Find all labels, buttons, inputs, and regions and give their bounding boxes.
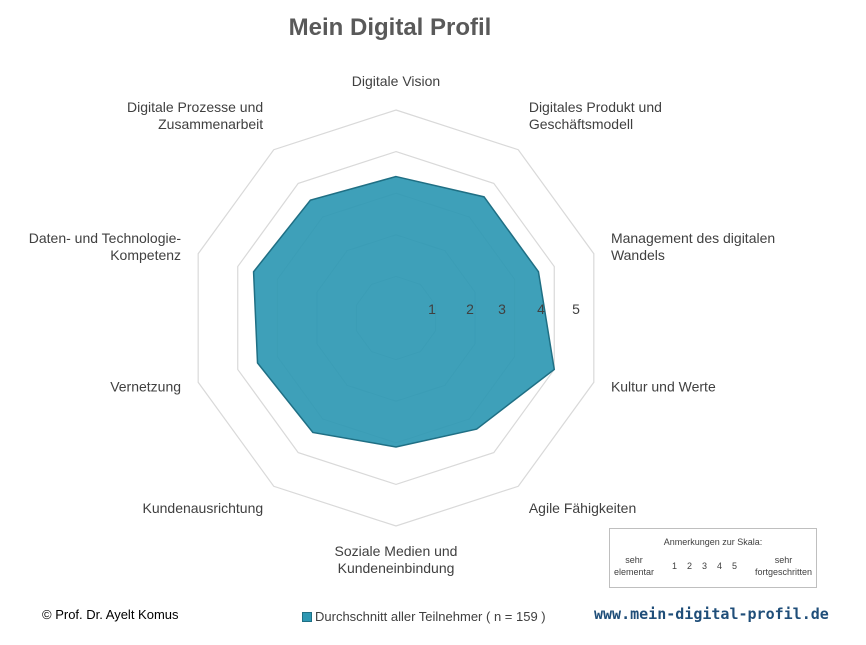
axis-label-line: Vernetzung <box>110 378 181 394</box>
radial-tick-label: 3 <box>498 301 506 317</box>
grid-ring <box>197 109 595 527</box>
axis-label: Vernetzung <box>110 378 181 394</box>
grid-ring <box>237 150 555 486</box>
chart-title: Mein Digital Profil <box>288 14 492 41</box>
radial-tick-label: 4 <box>537 301 545 317</box>
axis-label: Management des digitalen Wandels <box>611 230 775 263</box>
scale-note-low-line2: elementar <box>614 567 655 577</box>
scale-note-number: 2 <box>686 561 692 571</box>
scale-note-numbers: 1 2 3 4 5 <box>672 561 737 571</box>
legend-swatch <box>302 611 312 622</box>
axis-label: Digitales Produkt und Geschäftsmodell <box>529 99 662 132</box>
axis-labels: Digitale Vision Digitales Produkt und Gesc… <box>29 73 775 576</box>
series-area <box>252 175 556 448</box>
axis-label: Daten- und Technologie-Kompetenz <box>29 230 182 263</box>
website-link[interactable]: www.mein-digital-profil.de <box>594 605 829 623</box>
scale-note-high-line2: fortgeschritten <box>754 567 812 577</box>
scale-note-low-line1: sehr <box>625 555 643 565</box>
scale-note-number: 3 <box>701 561 707 571</box>
axis-label: Kultur und Werte <box>611 378 716 394</box>
scale-note-high-line1: sehr <box>774 555 793 565</box>
scale-note-low: sehr elementar <box>614 554 654 578</box>
axis-label: Digitale Prozesse und Zusammenarbeit <box>127 99 263 132</box>
axis-label-line: Digitale Prozesse und <box>127 99 263 115</box>
axis-label-line: Wandels <box>611 247 665 263</box>
axis-label-line: Soziale Medien und <box>335 543 458 559</box>
scale-note-number: 4 <box>717 561 723 571</box>
axis-label: Agile Fähigkeiten <box>529 500 636 516</box>
axis-label-line: Kundeneinbindung <box>338 560 455 576</box>
legend-label: Durchschnitt aller Teilnehmer ( n = 159 … <box>315 609 546 624</box>
radial-tick-label: 1 <box>428 301 436 317</box>
scale-note-row: sehr elementar 1 2 3 4 5 sehr fortgeschr… <box>610 554 816 578</box>
axis-label-line: Agile Fähigkeiten <box>529 500 636 516</box>
copyright: © Prof. Dr. Ayelt Komus <box>42 607 179 622</box>
radar-series <box>252 175 556 448</box>
axis-label-line: Management des digitalen <box>611 230 775 246</box>
axis-label-line: Zusammenarbeit <box>158 116 263 132</box>
scale-note-high: sehr fortgeschritten <box>755 554 812 578</box>
axis-label-line: Digitales Produkt und <box>529 99 662 115</box>
axis-label: Soziale Medien und Kundeneinbindung <box>335 543 458 576</box>
axis-label-line: Daten- und Technologie- <box>29 230 182 246</box>
radial-tick-label: 5 <box>572 301 580 317</box>
axis-label-line: Kompetenz <box>110 247 181 263</box>
axis-label: Digitale Vision <box>352 73 440 89</box>
scale-note-number: 5 <box>732 561 738 571</box>
radial-tick-label: 2 <box>466 301 474 317</box>
scale-note-number: 1 <box>671 561 677 571</box>
radial-ticks: 1 2 3 4 5 <box>428 301 580 317</box>
legend: Durchschnitt aller Teilnehmer ( n = 159 … <box>302 609 546 624</box>
axis-label-line: Kundenausrichtung <box>143 500 264 516</box>
axis-label-line: Kultur und Werte <box>611 378 716 394</box>
axis-label-line: Geschäftsmodell <box>529 116 633 132</box>
scale-note-heading: Anmerkungen zur Skala: <box>663 537 763 547</box>
axis-label-line: Digitale Vision <box>352 73 440 89</box>
axis-label: Kundenausrichtung <box>143 500 264 516</box>
scale-note-box: Anmerkungen zur Skala: sehr elementar 1 … <box>609 528 817 588</box>
